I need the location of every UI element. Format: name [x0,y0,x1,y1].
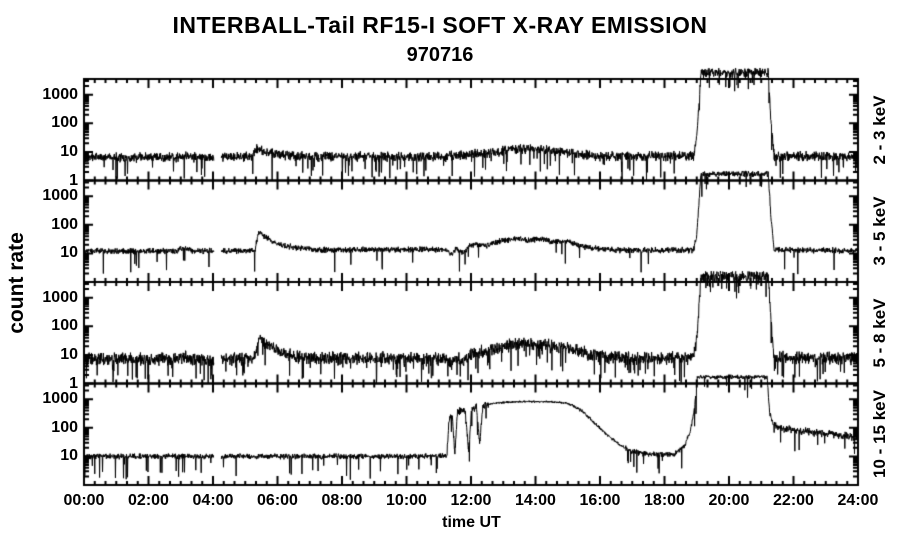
x-tick-label: 20:00 [708,492,750,509]
x-tick-label: 14:00 [515,492,556,509]
y-tick-label: 1 [69,374,78,392]
chart-subtitle: 970716 [406,44,474,66]
x-tick-label: 24:00 [837,492,879,509]
x-tick-label: 00:00 [63,492,105,509]
x-tick-label: 04:00 [192,492,234,509]
x-tick-label: 12:00 [450,492,492,509]
y-tick-label: 1000 [42,288,78,306]
x-tick-label: 02:00 [128,492,169,509]
x-axis-title: time UT [442,514,501,531]
panel-energy-label: 10 - 15 keV [870,390,889,479]
y-tick-label: 100 [51,215,78,233]
y-axis-title: count rate [5,232,28,334]
y-tick-label: 10 [60,244,78,262]
y-tick-label: 1 [69,171,78,189]
chart-title: INTERBALL-Tail RF15-I SOFT X-RAY EMISSIO… [172,12,708,38]
x-tick-label: 06:00 [257,492,298,509]
y-tick-label: 10 [60,142,78,160]
y-tick-label: 100 [51,317,78,335]
x-tick-label: 22:00 [773,492,814,509]
x-tick-label: 16:00 [579,492,621,509]
x-tick-label: 18:00 [644,492,685,509]
x-tick-label: 08:00 [321,492,363,509]
y-tick-label: 1000 [42,187,78,205]
y-tick-label: 1000 [42,85,78,103]
x-tick-label: 10:00 [386,492,427,509]
y-tick-label: 10 [60,345,78,363]
y-tick-label: 1000 [42,390,78,408]
y-tick-label: 10 [60,447,78,465]
y-tick-label: 100 [51,418,78,436]
y-tick-label: 100 [51,114,78,132]
